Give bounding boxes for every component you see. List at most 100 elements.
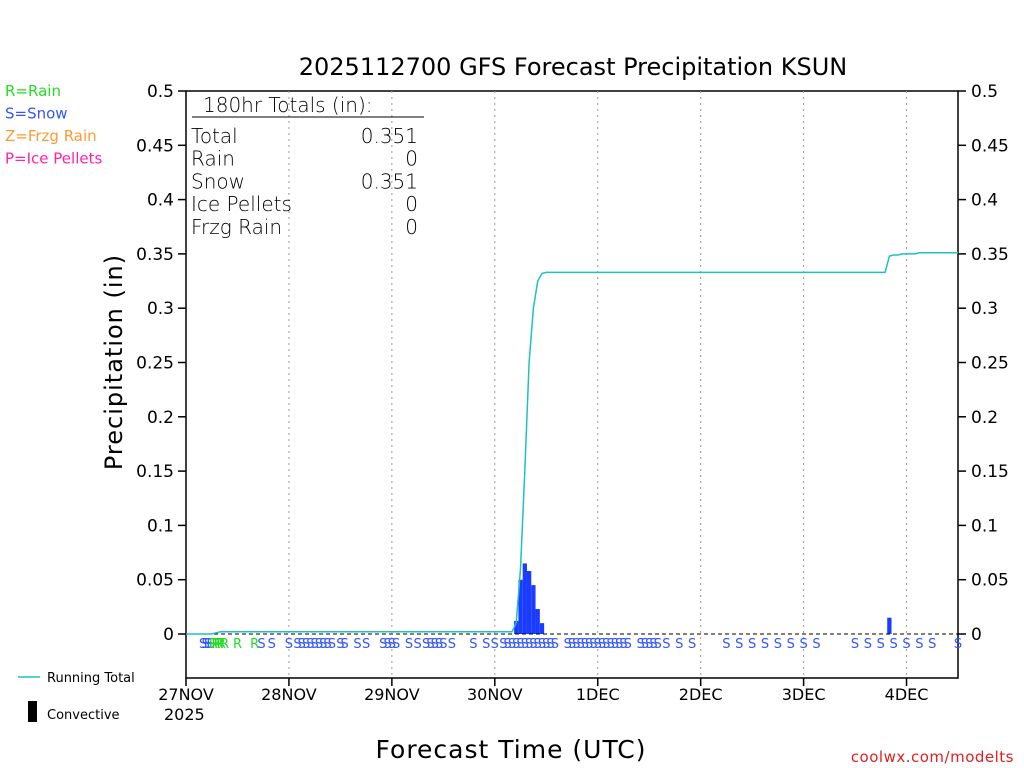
ptype-symbol-snow: S <box>199 637 207 652</box>
ptype-symbol-snow: S <box>606 637 614 652</box>
ptype-symbol-snow: S <box>538 637 546 652</box>
totals-box: 180hr Totals (in): Total 0.351 Rain 0 Snow 0.… <box>191 93 424 239</box>
x-tick-year-label: 2025 <box>164 705 205 724</box>
convective-bars <box>514 563 892 634</box>
ptype-symbol-snow: S <box>774 637 782 652</box>
ptype-symbol-snow: S <box>482 637 490 652</box>
ptype-symbol-rain: R <box>233 637 242 652</box>
ptype-symbol-snow: S <box>293 637 301 652</box>
ptype-symbol-snow: S <box>362 637 370 652</box>
ptype-symbol-snow: S <box>521 637 529 652</box>
ptype-symbol-snow: S <box>431 637 439 652</box>
totals-row-value: 0 <box>405 147 418 171</box>
y-axis-ticks: 0 00.05 0.050.1 0.10.15 0.150.2 0.20.25 0.250.… <box>136 82 1009 645</box>
y-tick-label-right: 0.05 <box>971 571 1009 591</box>
x-tick-label: 27NOV <box>158 685 214 704</box>
ptype-symbol-snow: S <box>598 637 606 652</box>
ptype-symbol-snow: S <box>315 637 323 652</box>
convective-bar <box>539 623 545 634</box>
ptype-symbol-snow: S <box>812 637 820 652</box>
ptype-symbol-rain: R <box>211 637 220 652</box>
ptype-symbol-snow: S <box>516 637 524 652</box>
ptype-symbol-rain: R <box>250 637 259 652</box>
ptype-symbol-snow: S <box>787 637 795 652</box>
ptype-symbol-snow: S <box>624 637 632 652</box>
y-tick-label-right: 0.3 <box>971 299 998 319</box>
ptype-symbol-snow: S <box>572 637 580 652</box>
running-total-line <box>186 252 958 635</box>
y-tick-label-left: 0.05 <box>136 571 174 591</box>
ptype-symbol-snow: S <box>285 637 293 652</box>
x-tick-label: 29NOV <box>364 685 420 704</box>
ptype-symbol-snow: S <box>534 637 542 652</box>
bottom-legend: Running Total Convective <box>18 671 135 723</box>
y-tick-label-right: 0 <box>971 625 982 645</box>
ptype-symbol-snow: S <box>645 637 653 652</box>
ptype-symbol-snow: S <box>504 637 512 652</box>
ptype-symbol-snow: S <box>602 637 610 652</box>
ptype-symbol-snow: S <box>353 637 361 652</box>
ptype-symbol-snow: S <box>581 637 589 652</box>
x-tick-label: 4DEC <box>885 685 929 704</box>
ptype-symbol-snow: S <box>341 637 349 652</box>
totals-row-value: 0.351 <box>361 169 418 193</box>
ptype-symbol-snow: S <box>915 637 923 652</box>
credit-text: coolwx.com/modelts <box>851 748 1014 766</box>
ptype-symbol-snow: S <box>469 637 477 652</box>
ptype-symbol-snow: S <box>512 637 520 652</box>
ptype-symbol-snow: S <box>499 637 507 652</box>
ptype-symbol-snow: S <box>328 637 336 652</box>
ptype-symbol-snow: S <box>546 637 554 652</box>
y-tick-label-left: 0.25 <box>136 354 174 374</box>
ptype-symbol-snow: S <box>568 637 576 652</box>
ptype-symbol-snow: S <box>383 637 391 652</box>
ptype-symbol-snow: S <box>435 637 443 652</box>
ptype-symbol-snow: S <box>799 637 807 652</box>
y-tick-label-right: 0.1 <box>971 516 998 536</box>
ptype-symbol-snow: S <box>448 637 456 652</box>
ptype-symbol-snow: S <box>379 637 387 652</box>
ptype-symbol-snow: S <box>611 637 619 652</box>
ptype-symbol-snow: S <box>525 637 533 652</box>
x-tick-label: 2DEC <box>679 685 723 704</box>
x-tick-label: 30NOV <box>467 685 523 704</box>
ptype-symbol-snow: S <box>439 637 447 652</box>
ptype-symbol-snow: S <box>202 637 210 652</box>
convective-bar <box>535 609 540 634</box>
ptype-symbol-snow: S <box>902 637 910 652</box>
convective-bar <box>518 579 523 634</box>
plot-frame <box>185 90 959 679</box>
ptype-symbol-snow: S <box>564 637 572 652</box>
y-tick-label-left: 0.45 <box>136 136 174 156</box>
y-axis-label: Precipitation (in) <box>100 254 128 470</box>
ptype-legend-item: S=Snow <box>5 105 68 123</box>
y-tick-label-right: 0.35 <box>971 245 1009 265</box>
ptype-symbol-snow: S <box>761 637 769 652</box>
ptype-symbol-snow: S <box>662 637 670 652</box>
y-tick-label-right: 0.15 <box>971 462 1009 482</box>
ptype-symbol-snow: S <box>576 637 584 652</box>
convective-legend-swatch <box>28 701 37 722</box>
totals-row-value: 0.351 <box>361 124 418 148</box>
y-tick-label-right: 0.2 <box>971 408 998 428</box>
chart-title: 2025112700 GFS Forecast Precipitation KS… <box>299 53 847 81</box>
ptype-symbol-snow: S <box>204 637 212 652</box>
ptype-symbol-snow: S <box>877 637 885 652</box>
ptype-symbol-snow: S <box>851 637 859 652</box>
running-total-legend-label: Running Total <box>47 671 135 686</box>
ptype-legend-item: P=Ice Pellets <box>5 150 102 168</box>
ptype-symbol-snow: S <box>619 637 627 652</box>
ptype-symbol-snow: S <box>928 637 936 652</box>
convective-bar <box>514 620 519 634</box>
y-tick-label-left: 0.1 <box>147 516 174 536</box>
convective-bar <box>526 571 532 634</box>
totals-row-value: 0 <box>405 192 418 216</box>
y-tick-label-left: 0.35 <box>136 245 174 265</box>
convective-bar <box>887 617 892 634</box>
ptype-symbol-snow: S <box>890 637 898 652</box>
convective-legend-label: Convective <box>47 708 120 723</box>
ptype-symbol-snow: S <box>688 637 696 652</box>
ptype-symbol-snow: S <box>268 637 276 652</box>
ptype-symbol-snow: S <box>257 637 265 652</box>
